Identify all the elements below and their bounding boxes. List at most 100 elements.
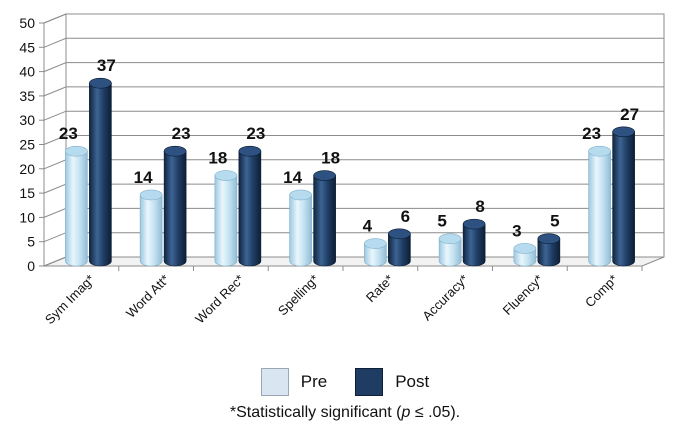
bar-pre-3 <box>289 189 312 267</box>
legend-swatch-post <box>355 368 384 396</box>
y-tick-label: 10 <box>19 209 35 225</box>
y-tick-label: 40 <box>19 64 35 80</box>
data-label-post-7: 27 <box>620 105 639 124</box>
bar-post-0-cap <box>89 77 112 89</box>
data-label-pre-3: 14 <box>283 168 302 187</box>
bar-post-7-cap <box>612 126 635 138</box>
x-tick-label: Spelling* <box>275 272 322 319</box>
data-label-post-3: 18 <box>321 149 340 168</box>
bar-pre-4 <box>364 238 387 267</box>
bar-post-5-cap <box>462 218 486 230</box>
bar-pre-4-cap <box>364 238 387 249</box>
bar-post-2 <box>238 145 262 267</box>
legend-swatch-pre <box>260 368 289 396</box>
bar-pre-2-cap <box>214 170 238 181</box>
gridline <box>43 86 664 97</box>
bar-post-3-body <box>313 175 336 267</box>
data-label-pre-0: 23 <box>59 124 78 143</box>
bar-pre-5-body <box>438 238 462 267</box>
data-label-post-1: 23 <box>172 124 191 143</box>
legend-label-post: Post <box>395 372 430 391</box>
chart-floor <box>43 256 665 267</box>
data-label-pre-6: 3 <box>512 221 521 240</box>
bar-post-3-cap <box>313 170 336 181</box>
gridline <box>43 135 664 145</box>
bar-post-2-cap <box>238 145 262 157</box>
bar-post-2-body <box>238 150 262 267</box>
bar-post-0-body <box>89 82 112 267</box>
y-tick-label: 5 <box>27 234 35 250</box>
x-tick-label: Word Rec* <box>192 272 247 327</box>
bar-pre-6-cap <box>513 243 537 254</box>
x-tick-label: Rate* <box>363 272 397 306</box>
bar-pre-7-cap <box>588 145 611 157</box>
bar-pre-0 <box>65 145 88 267</box>
legend: Pre Post <box>0 368 690 396</box>
footnote-italic: p <box>401 404 411 421</box>
data-label-post-2: 23 <box>246 124 265 143</box>
bar-pre-5 <box>438 233 462 267</box>
bar-pre-2-body <box>214 175 238 267</box>
data-label-pre-2: 18 <box>208 149 227 168</box>
legend-label-pre: Pre <box>300 372 328 391</box>
bar-post-6-body <box>537 238 561 267</box>
x-tick-label: Accuracy* <box>419 272 471 324</box>
bar-pre-7-body <box>588 150 611 267</box>
bar-pre-1-body <box>139 194 163 267</box>
bar-pre-2 <box>214 170 238 267</box>
data-label-pre-5: 5 <box>437 212 446 231</box>
legend-item-pre: Pre <box>260 368 328 396</box>
bar-post-0 <box>89 77 112 267</box>
y-tick-label: 30 <box>19 112 35 128</box>
bar-post-6 <box>537 233 561 267</box>
bar-pre-4-body <box>364 243 387 267</box>
bar-pre-0-cap <box>65 145 88 157</box>
y-tick-label: 35 <box>19 88 35 104</box>
bar-pre-3-cap <box>289 189 312 201</box>
bar-post-6-cap <box>537 233 561 244</box>
x-tick-label: Word Att* <box>123 272 172 321</box>
gridline <box>43 62 664 73</box>
y-tick-label: 0 <box>27 258 35 274</box>
y-tick-label: 20 <box>19 161 35 177</box>
x-tick-label: Fluency* <box>500 272 546 318</box>
y-tick-label: 15 <box>19 185 35 201</box>
y-tick-label: 25 <box>19 137 35 153</box>
footnote: *Statistically significant (p ≤ .05). <box>0 404 690 422</box>
bar-pre-7 <box>588 145 611 267</box>
x-tick-label: Sym Imag* <box>42 272 98 328</box>
bar-pre-5-cap <box>438 233 462 244</box>
data-label-pre-4: 4 <box>363 217 373 236</box>
bar-post-1 <box>163 145 187 267</box>
footnote-suffix: ≤ .05). <box>410 404 461 421</box>
data-label-post-4: 6 <box>401 207 410 226</box>
data-label-post-5: 8 <box>475 197 484 216</box>
y-tick-label: 50 <box>19 15 35 31</box>
bar-post-1-body <box>163 150 187 267</box>
bar-post-3 <box>313 170 336 267</box>
bar-post-5 <box>462 218 486 267</box>
data-label-pre-7: 23 <box>582 124 601 143</box>
bar-pre-1-cap <box>139 189 163 201</box>
bar-pre-1 <box>139 189 163 267</box>
bar-post-4-cap <box>388 228 411 240</box>
footnote-prefix: *Statistically significant ( <box>229 404 402 421</box>
gridline <box>43 13 664 24</box>
bar-post-5-body <box>462 223 486 267</box>
bar-post-7-body <box>612 131 635 267</box>
bar-pre-3-body <box>289 194 312 267</box>
data-label-post-6: 5 <box>550 212 559 231</box>
y-tick-label: 45 <box>19 39 35 55</box>
data-label-post-0: 37 <box>97 56 116 75</box>
x-tick-label: Comp* <box>582 272 621 311</box>
data-label-pre-1: 14 <box>134 168 153 187</box>
bar-post-4 <box>388 228 411 267</box>
bar-post-4-body <box>388 233 411 267</box>
bar-pre-6 <box>513 243 537 267</box>
legend-item-post: Post <box>355 368 429 396</box>
gridline <box>43 37 664 48</box>
gridline <box>43 110 664 121</box>
bar-post-7 <box>612 126 635 267</box>
